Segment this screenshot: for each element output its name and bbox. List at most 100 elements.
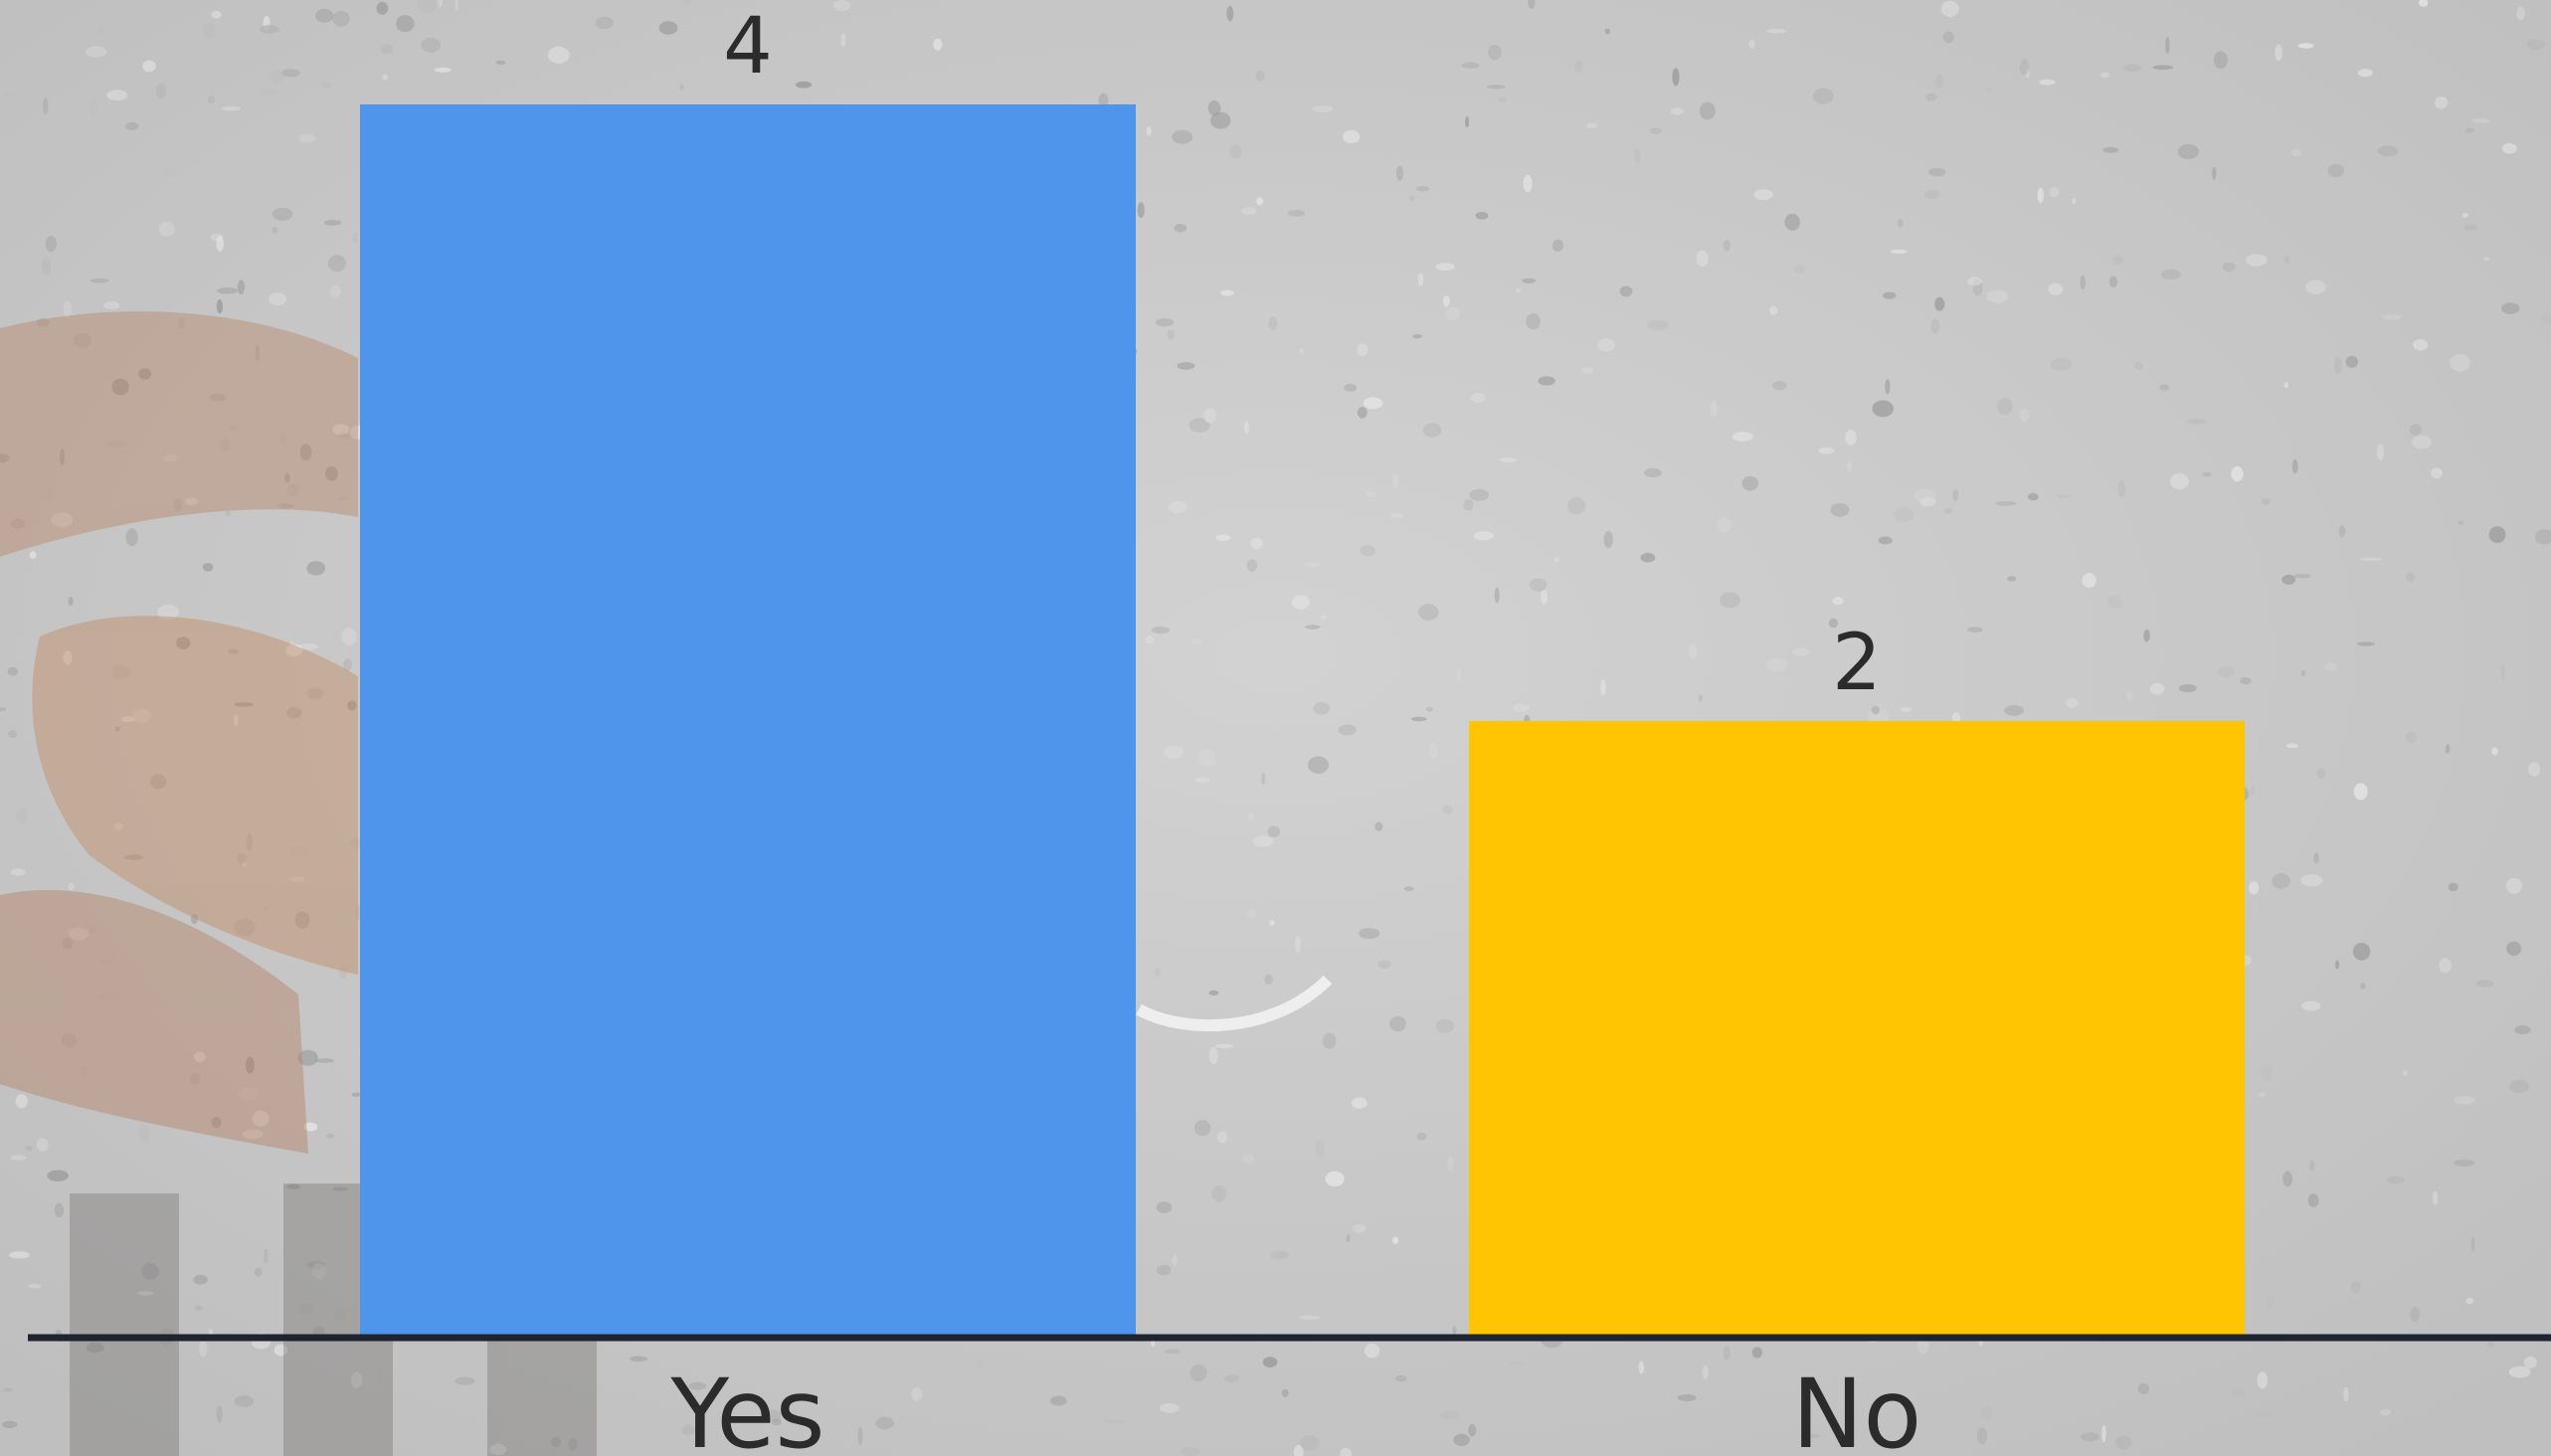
- pebble: [350, 1371, 363, 1388]
- pebble: [1215, 534, 1231, 541]
- pebble: [1391, 473, 1399, 489]
- pebble: [1308, 756, 1329, 774]
- pebble: [1155, 967, 1161, 978]
- pebble: [1174, 224, 1187, 233]
- pebble: [1299, 1435, 1320, 1451]
- pebble: [2285, 743, 2299, 749]
- pebble: [28, 1283, 42, 1289]
- pebble: [2178, 683, 2197, 693]
- pebble: [795, 81, 813, 89]
- pebble: [2082, 573, 2096, 588]
- pebble: [2353, 783, 2368, 801]
- pebble: [2161, 269, 2181, 280]
- pebble: [338, 966, 348, 980]
- pebble: [332, 424, 350, 436]
- pebble: [1980, 1405, 1993, 1422]
- pebble: [2505, 877, 2522, 894]
- pebble: [63, 300, 73, 318]
- pebble: [1995, 500, 2017, 506]
- pebble: [380, 44, 394, 55]
- pebble: [875, 1416, 894, 1430]
- pebble: [237, 279, 245, 295]
- pebble: [2275, 44, 2282, 62]
- pebble: [42, 96, 49, 115]
- pebble: [1526, 313, 1541, 330]
- pebble: [158, 222, 175, 237]
- pebble: [0, 454, 10, 463]
- pebble: [1812, 88, 1834, 104]
- pebble: [2516, 6, 2525, 21]
- pebble: [2019, 59, 2030, 76]
- pebble: [2301, 1001, 2321, 1011]
- pebble: [97, 24, 103, 35]
- pebble: [1287, 210, 1306, 217]
- pebble: [1281, 1388, 1289, 1397]
- pebble: [2027, 492, 2039, 501]
- pebble: [1417, 273, 1424, 286]
- pebble: [1717, 516, 1731, 533]
- pebble: [1409, 195, 1414, 201]
- x-tick-label-yes: Yes: [670, 1359, 825, 1456]
- pebble: [1315, 1139, 1325, 1157]
- pebble: [303, 1122, 318, 1132]
- pebble: [2291, 458, 2298, 474]
- pebble: [568, 1438, 578, 1452]
- pebble: [1343, 129, 1361, 144]
- pebble: [2037, 187, 2044, 204]
- pebble: [1500, 456, 1517, 463]
- pebble: [1269, 920, 1275, 926]
- pebble: [264, 1248, 269, 1265]
- pebble: [1522, 277, 1537, 283]
- value-labels-group: 42: [723, 2, 1882, 708]
- pebble: [2, 91, 16, 96]
- pebble: [7, 666, 19, 676]
- pebble: [2222, 262, 2236, 273]
- pebble: [1340, 1447, 1353, 1456]
- pebble: [1442, 805, 1453, 815]
- pebble: [1164, 745, 1184, 759]
- pebble: [1670, 107, 1684, 115]
- pebble: [976, 1359, 983, 1370]
- pebble: [280, 69, 300, 78]
- pebble: [2360, 557, 2382, 562]
- pebble: [211, 1117, 222, 1129]
- pebble: [2065, 697, 2079, 708]
- pebble: [1325, 1171, 1345, 1187]
- pebble: [382, 74, 388, 81]
- pebble: [2380, 1408, 2392, 1416]
- pebble: [332, 1186, 349, 1191]
- pebble: [1538, 376, 1555, 386]
- pebble: [269, 292, 286, 306]
- pebble: [252, 1110, 270, 1127]
- pebble: [1207, 100, 1221, 116]
- pebble: [51, 512, 74, 528]
- pebble: [141, 1262, 159, 1280]
- pebble: [1352, 1097, 1367, 1109]
- pebble: [63, 650, 73, 665]
- pebble: [2126, 691, 2133, 700]
- pebble: [2413, 339, 2429, 351]
- pebble: [1291, 595, 1311, 610]
- pebble: [1470, 393, 1486, 403]
- pebble: [771, 1418, 783, 1426]
- pebble: [2283, 382, 2289, 389]
- pebble: [1871, 705, 1881, 715]
- pebble: [1830, 502, 1850, 517]
- pebble: [2240, 676, 2252, 685]
- pebble: [1586, 122, 1598, 129]
- pebble: [1366, 490, 1377, 497]
- pebble: [163, 454, 177, 462]
- pebble: [1374, 821, 1383, 831]
- pebble: [272, 227, 278, 234]
- pebble: [1322, 1032, 1337, 1049]
- pebble: [2506, 941, 2522, 956]
- pebble: [1748, 39, 1755, 50]
- pebble: [2019, 409, 2030, 423]
- pebble: [280, 431, 286, 444]
- pebble: [2471, 118, 2490, 123]
- pebble: [1581, 367, 1594, 374]
- pebble: [1698, 693, 1704, 702]
- pebble: [1885, 379, 1891, 395]
- pebble: [1723, 1346, 1731, 1361]
- pebble: [2300, 669, 2306, 677]
